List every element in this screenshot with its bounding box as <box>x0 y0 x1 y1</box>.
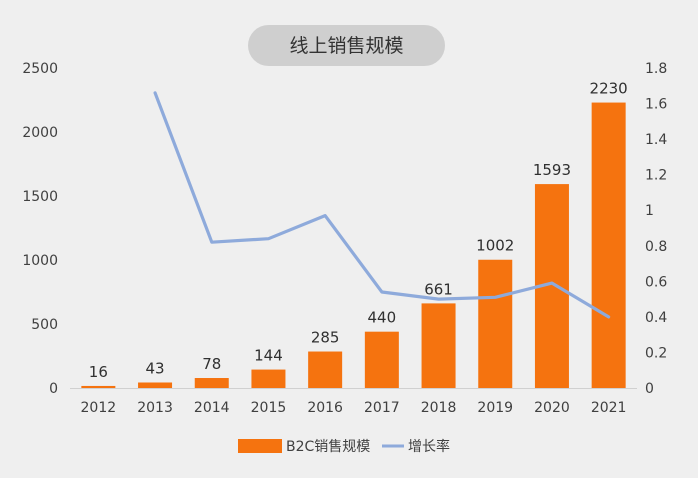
bar-data-label-2013: 43 <box>146 359 165 377</box>
bar-data-label-2020: 1593 <box>533 161 571 179</box>
x-axis-tick-label: 2016 <box>307 400 343 416</box>
bar-data-label-2012: 16 <box>89 363 108 381</box>
bar-data-label-2016: 285 <box>311 329 340 347</box>
left-axis-tick-label: 1000 <box>22 253 58 269</box>
legend: B2C销售规模 增长率 <box>238 438 450 455</box>
right-axis-tick-label: 1.8 <box>645 61 667 77</box>
left-axis-tick-label: 0 <box>49 381 58 397</box>
bar-2021 <box>591 102 626 388</box>
x-axis: 2012 2013 2014 2015 2016 2017 2018 2019 2020 2021 <box>81 400 627 416</box>
x-axis-tick-label: 2018 <box>421 400 457 416</box>
bar-data-label-2017: 440 <box>368 309 397 327</box>
legend-label-b2c: B2C销售规模 <box>286 439 370 455</box>
x-axis-tick-label: 2012 <box>81 400 117 416</box>
bar-2014 <box>194 378 229 388</box>
bar-2018 <box>421 303 456 388</box>
left-axis-tick-label: 2500 <box>22 61 58 77</box>
bar-data-label-2018: 661 <box>424 280 453 298</box>
chart-title-background <box>248 25 445 66</box>
left-axis-tick-label: 2000 <box>22 125 58 141</box>
chart-title: 线上销售规模 <box>248 25 445 66</box>
right-axis-tick-label: 0 <box>645 381 654 397</box>
bar-2013 <box>138 382 173 388</box>
growth-line-series <box>153 91 611 319</box>
right-axis-tick-label: 1 <box>645 203 654 219</box>
bar-2015 <box>251 369 286 388</box>
x-axis-tick-label: 2019 <box>477 400 513 416</box>
x-axis-tick-label: 2020 <box>534 400 570 416</box>
left-axis-tick-label: 500 <box>31 317 58 333</box>
x-axis-tick-label: 2013 <box>137 400 173 416</box>
right-axis-tick-label: 1.4 <box>645 132 667 148</box>
right-y-axis: 0 0.2 0.4 0.6 0.8 1 1.2 1.4 1.6 1.8 <box>645 61 667 397</box>
right-axis-tick-label: 0.6 <box>645 274 667 290</box>
bar-2019 <box>478 259 513 388</box>
legend-swatch-b2c <box>238 439 282 453</box>
x-axis-tick-label: 2021 <box>591 400 627 416</box>
left-axis-tick-label: 1500 <box>22 189 58 205</box>
bar-data-label-2021: 2230 <box>590 80 628 98</box>
legend-label-growth: 增长率 <box>408 438 450 455</box>
bar-2012 <box>81 385 116 388</box>
x-axis-tick-label: 2015 <box>251 400 287 416</box>
bar-2016 <box>308 351 343 388</box>
right-axis-tick-label: 1.6 <box>645 97 667 113</box>
right-axis-tick-label: 0.4 <box>645 310 667 326</box>
bar-data-label-2015: 144 <box>254 347 283 365</box>
right-axis-tick-label: 0.2 <box>645 345 667 361</box>
chart-title-text: 线上销售规模 <box>289 35 403 57</box>
bar-2017 <box>364 331 399 388</box>
bar-data-label-2014: 78 <box>202 355 221 373</box>
right-axis-tick-label: 0.8 <box>645 239 667 255</box>
bar-data-label-2019: 1002 <box>476 237 514 255</box>
x-axis-tick-label: 2014 <box>194 400 230 416</box>
x-axis-tick-label: 2017 <box>364 400 400 416</box>
left-y-axis: 0 500 1000 1500 2000 2500 <box>22 61 58 397</box>
bar-data-labels: 16 43 78 144 285 440 661 1002 1593 2230 <box>89 80 628 381</box>
right-axis-tick-label: 1.2 <box>645 168 667 184</box>
bar-series <box>81 102 626 388</box>
